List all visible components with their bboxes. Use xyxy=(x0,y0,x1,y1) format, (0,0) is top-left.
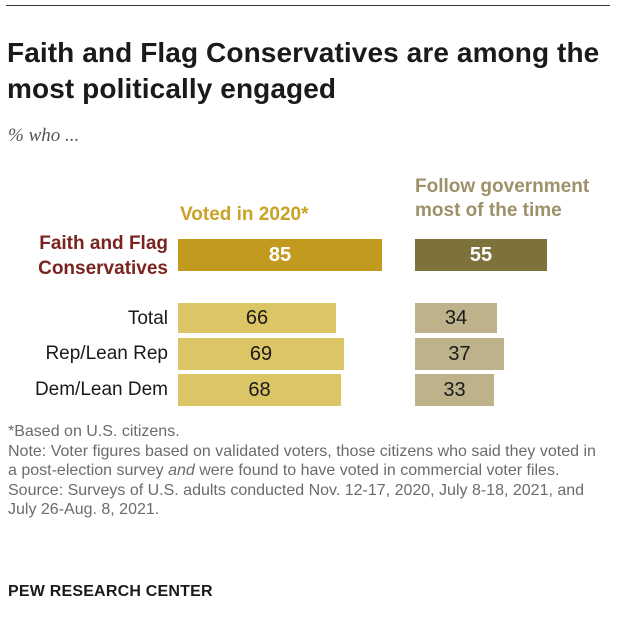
top-rule xyxy=(6,5,610,6)
bar-follow-faith-and-flag: 55 xyxy=(415,239,547,271)
credit: PEW RESEARCH CENTER xyxy=(8,583,213,600)
bar-value-label: 68 xyxy=(248,378,271,401)
chart-subtitle: % who ... xyxy=(8,125,80,146)
series-header-voted: Voted in 2020* xyxy=(180,204,309,225)
bar-value-label: 34 xyxy=(444,306,468,329)
footnote-source: Source: Surveys of U.S. adults conducted… xyxy=(8,481,585,519)
bar-value-label: 33 xyxy=(443,378,466,401)
footnotes: *Based on U.S. citizens. Note: Voter fig… xyxy=(8,422,608,520)
bar-follow-total: 34 xyxy=(415,303,497,333)
bar-voted-rep-lean-rep: 69 xyxy=(178,338,344,370)
bar-value-label: 85 xyxy=(268,243,292,266)
bar-value-label: 37 xyxy=(448,342,471,365)
bar-follow-rep-lean-rep: 37 xyxy=(415,338,504,370)
category-label-faith-and-flag: Faith and Flag Conservatives xyxy=(38,233,168,279)
bar-value-label: 69 xyxy=(249,342,273,365)
chart-title: Faith and Flag Conservatives are among t… xyxy=(7,37,600,104)
bar-value-label: 55 xyxy=(469,243,493,266)
bar-voted-total: 66 xyxy=(178,303,336,333)
bar-follow-dem-lean-dem: 33 xyxy=(415,374,494,406)
bar-voted-dem-lean-dem: 68 xyxy=(178,374,341,406)
category-label-total: Total xyxy=(127,308,168,329)
category-label-rep-lean-rep: Rep/Lean Rep xyxy=(45,343,168,364)
bar-value-label: 66 xyxy=(245,306,269,329)
footnote-note: Note: Voter figures based on validated v… xyxy=(8,442,596,480)
category-label-dem-lean-dem: Dem/Lean Dem xyxy=(34,379,168,400)
footnote-based-on: *Based on U.S. citizens. xyxy=(8,423,180,440)
bar-voted-faith-and-flag: 85 xyxy=(178,239,382,271)
series-header-follow: Follow government most of the time xyxy=(415,176,590,221)
